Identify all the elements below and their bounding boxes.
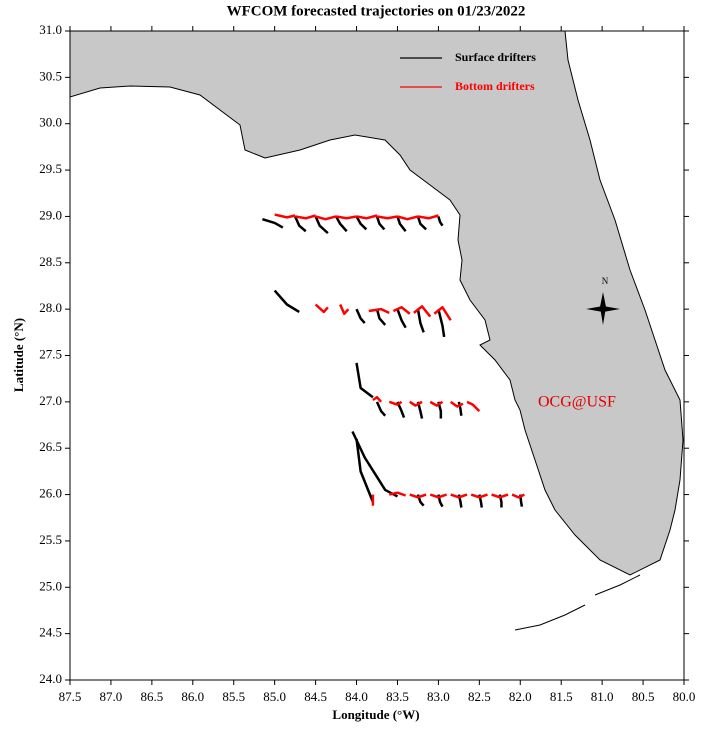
- y-tick-label: 25.5: [39, 532, 62, 547]
- trajectory: [449, 400, 464, 408]
- trajectory: [294, 214, 316, 220]
- trajectory: [388, 400, 403, 406]
- legend: Surface drifters Bottom drifters: [400, 50, 536, 93]
- y-tick-label: 28.0: [39, 300, 62, 315]
- x-tick-label: 85.0: [263, 689, 286, 704]
- trajectory: [375, 216, 386, 231]
- land: [69, 30, 684, 576]
- legend-label: Bottom drifters: [455, 79, 535, 93]
- x-axis-label: Longitude (°W): [332, 707, 419, 722]
- chart-title: WFCOM forecasted trajectories on 01/23/2…: [227, 3, 526, 19]
- x-tick-label: 81.5: [550, 689, 573, 704]
- trajectory: [314, 303, 329, 314]
- trajectory: [372, 395, 383, 403]
- y-tick-label: 27.5: [39, 346, 62, 361]
- compass: N: [586, 276, 620, 325]
- trajectory: [429, 400, 444, 407]
- x-tick-label: 83.5: [386, 689, 409, 704]
- y-tick-label: 27.0: [39, 393, 62, 408]
- x-tick-label: 86.5: [140, 689, 163, 704]
- trajectory: [355, 438, 375, 503]
- x-tick-label: 80.0: [673, 689, 696, 704]
- trajectory: [376, 215, 398, 220]
- trajectory: [511, 493, 525, 499]
- y-tick-label: 29.0: [39, 207, 62, 222]
- trajectory: [339, 304, 350, 316]
- trajectory: [392, 306, 411, 315]
- x-tick-label: 83.0: [427, 689, 450, 704]
- y-tick-label: 26.5: [39, 439, 62, 454]
- keys: [514, 574, 641, 631]
- annotation: OCG@USF: [538, 394, 616, 411]
- x-tick-label: 81.0: [591, 689, 614, 704]
- trajectory: [450, 493, 468, 499]
- trajectory: [416, 216, 427, 231]
- trajectory: [396, 308, 407, 329]
- trajectory: [355, 215, 368, 231]
- y-tick-label: 29.5: [39, 161, 62, 176]
- trajectory: [375, 308, 387, 326]
- x-tick-label: 84.5: [304, 689, 327, 704]
- x-tick-label: 86.0: [181, 689, 204, 704]
- x-tick-label: 85.5: [222, 689, 245, 704]
- x-tick-label: 82.5: [468, 689, 491, 704]
- x-tick-label: 80.5: [632, 689, 655, 704]
- trajectory: [355, 308, 366, 324]
- x-tick-label: 87.0: [100, 689, 123, 704]
- x-tick-label: 82.0: [509, 689, 532, 704]
- trajectory: [409, 400, 423, 407]
- trajectory: [491, 493, 509, 499]
- trajectory: [315, 215, 337, 221]
- trajectory: [437, 308, 446, 338]
- trajectory: [470, 493, 488, 499]
- trajectory: [356, 214, 378, 220]
- y-tick-label: 24.5: [39, 625, 62, 640]
- trajectory: [417, 214, 439, 220]
- trajectory: [273, 289, 300, 313]
- trajectory: [409, 493, 427, 499]
- trajectory: [466, 400, 481, 413]
- trajectory: [368, 307, 390, 314]
- y-tick-label: 25.0: [39, 578, 62, 593]
- trajectory: [262, 218, 284, 229]
- trajectory: [274, 213, 296, 219]
- y-tick-label: 24.0: [39, 671, 62, 686]
- x-tick-label: 87.5: [59, 689, 82, 704]
- trajectory: [355, 362, 374, 399]
- trajectory: [375, 401, 387, 417]
- trajectory: [397, 215, 419, 221]
- y-tick-label: 30.0: [39, 115, 62, 130]
- trajectory: [389, 491, 407, 497]
- y-tick-label: 28.5: [39, 254, 62, 269]
- y-tick-label: 26.0: [39, 486, 62, 501]
- trajectory: [416, 308, 425, 333]
- trajectory: [437, 216, 444, 227]
- trajectory: [433, 306, 452, 321]
- x-tick-label: 84.0: [345, 689, 368, 704]
- trajectory: [334, 215, 348, 233]
- y-axis-label: Latitude (°N): [11, 318, 26, 392]
- y-tick-label: 31.0: [39, 22, 62, 37]
- trajectory: [314, 215, 329, 235]
- trajectory: [429, 493, 447, 499]
- y-tick-label: 30.5: [39, 68, 62, 83]
- trajectory: [413, 305, 432, 318]
- trajectory: [396, 216, 407, 233]
- compass-label: N: [602, 276, 609, 286]
- trajectory: [335, 215, 357, 220]
- legend-label: Surface drifters: [455, 50, 536, 64]
- trajectory: [293, 215, 307, 233]
